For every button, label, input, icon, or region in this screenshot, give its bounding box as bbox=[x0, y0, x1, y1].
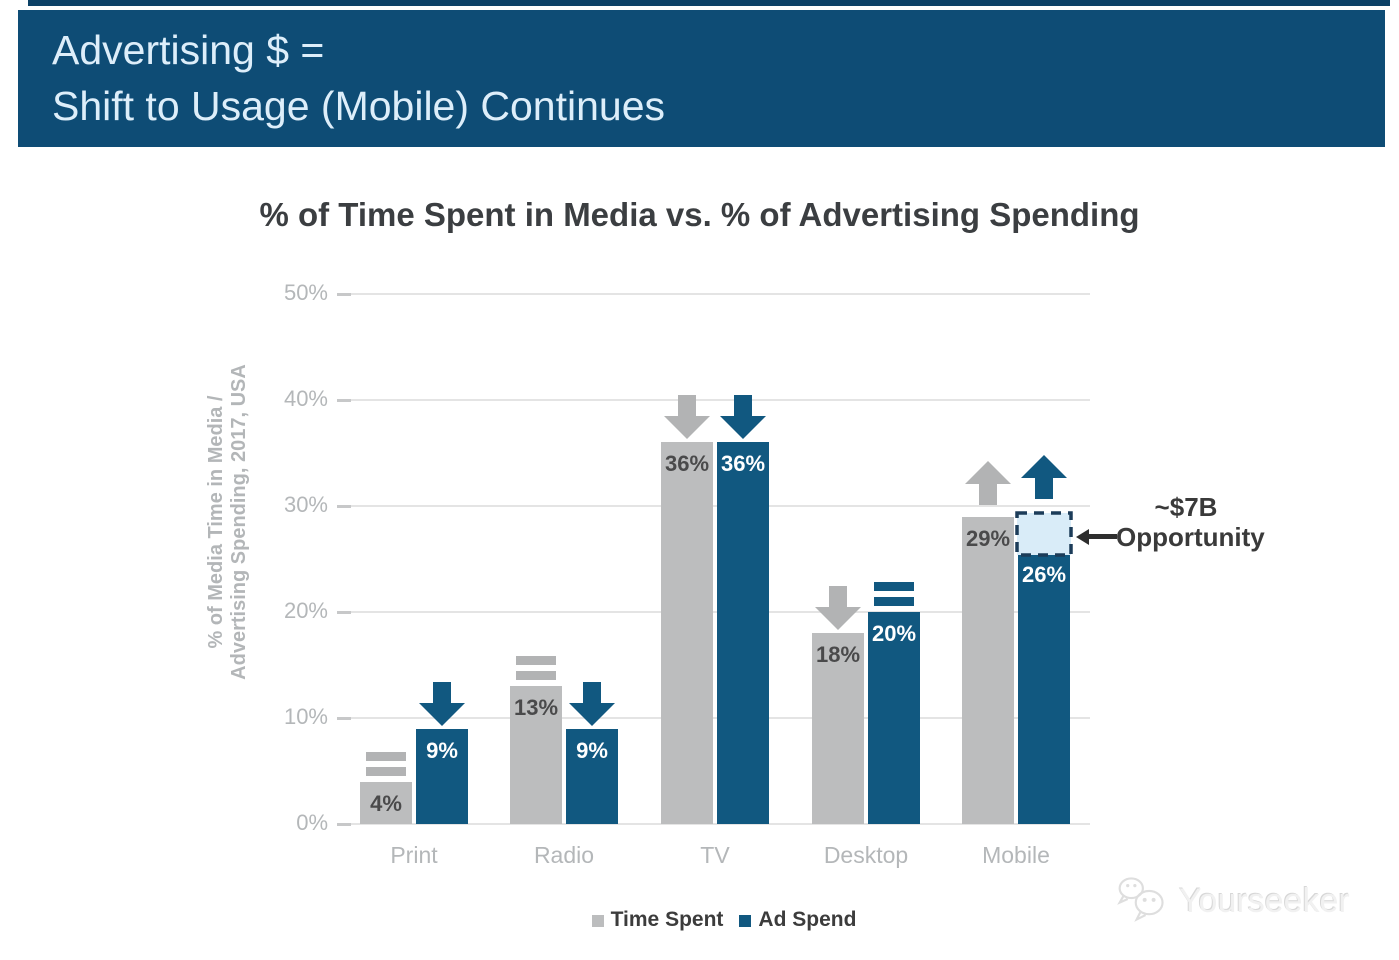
bar-print-ad-spend bbox=[416, 729, 468, 824]
tick-mark-0 bbox=[337, 823, 351, 826]
trend-down-icon-tv-time-spent bbox=[664, 395, 710, 439]
value-label-radio-ad-spend: 9% bbox=[576, 738, 608, 763]
annotation-arrow-shaft bbox=[1087, 534, 1117, 539]
x-label-print: Print bbox=[390, 842, 438, 868]
legend-item-ad-spend: Ad Spend bbox=[739, 908, 856, 932]
gridline-0 bbox=[337, 823, 1090, 825]
bar-tv-time-spent bbox=[661, 442, 713, 824]
tick-mark-20 bbox=[337, 611, 351, 614]
value-label-mobile-time-spent: 29% bbox=[965, 526, 1011, 551]
bar-radio-ad-spend bbox=[566, 729, 618, 824]
trend-down-icon-desktop-time-spent bbox=[815, 586, 861, 630]
legend-swatch-ad-spend bbox=[739, 915, 752, 927]
x-label-tv: TV bbox=[700, 842, 730, 868]
gridline-50 bbox=[337, 293, 1090, 295]
bar-mobile-ad-spend bbox=[1018, 548, 1070, 824]
watermark: Yourseeker bbox=[1113, 874, 1350, 929]
value-label-tv-ad-spend: 36% bbox=[720, 451, 766, 476]
value-label-radio-time-spent: 13% bbox=[513, 695, 559, 720]
y-tick-label-0: 0% bbox=[296, 810, 328, 835]
value-label-tv-time-spent: 36% bbox=[664, 451, 710, 476]
y-tick-label-50: 50% bbox=[283, 280, 328, 305]
legend-label-ad-spend: Ad Spend bbox=[758, 908, 857, 931]
legend-item-time-spent: Time Spent bbox=[591, 908, 724, 932]
watermark-text: Yourseeker bbox=[1179, 882, 1350, 920]
value-label-mobile-ad-spend: 26% bbox=[1021, 562, 1067, 587]
legend: Time Spent Ad Spend bbox=[349, 908, 1099, 932]
banner-line1: Advertising $ = bbox=[52, 27, 325, 73]
wechat-bubbles-icon bbox=[1113, 874, 1171, 929]
trend-up-icon-mobile-time-spent bbox=[965, 461, 1011, 505]
opportunity-annotation: ~$7B Opportunity bbox=[1116, 492, 1265, 552]
y-tick-label-10: 10% bbox=[283, 704, 328, 729]
tick-mark-40 bbox=[337, 399, 351, 402]
gridline-20 bbox=[337, 611, 1090, 613]
trend-up-icon-mobile-ad-spend bbox=[1021, 455, 1067, 499]
x-label-radio: Radio bbox=[533, 842, 595, 868]
value-label-desktop-ad-spend: 20% bbox=[871, 621, 917, 646]
y-tick-label-40: 40% bbox=[283, 386, 328, 411]
bar-mobile-time-spent bbox=[962, 517, 1014, 824]
value-label-print-time-spent: 4% bbox=[370, 791, 402, 816]
trend-down-icon-tv-ad-spend bbox=[720, 395, 766, 439]
opportunity-box bbox=[1015, 511, 1073, 559]
legend-label-time-spent: Time Spent bbox=[610, 908, 724, 931]
trend-equal-icon-print-time-spent bbox=[366, 752, 406, 776]
value-label-print-ad-spend: 9% bbox=[426, 738, 458, 763]
bar-radio-time-spent bbox=[510, 686, 562, 824]
bar-tv-ad-spend bbox=[717, 442, 769, 824]
trend-down-icon-print-ad-spend bbox=[419, 682, 465, 726]
x-label-desktop: Desktop bbox=[823, 842, 909, 868]
trend-down-icon-radio-ad-spend bbox=[569, 682, 615, 726]
trend-equal-icon-desktop-ad-spend bbox=[874, 582, 914, 606]
banner-line2: Shift to Usage (Mobile) Continues bbox=[52, 83, 666, 129]
bar-desktop-ad-spend bbox=[868, 612, 920, 824]
bar-desktop-time-spent bbox=[812, 633, 864, 824]
bar-print-time-spent bbox=[360, 782, 412, 824]
tick-mark-50 bbox=[337, 293, 351, 296]
y-tick-label-20: 20% bbox=[283, 598, 328, 623]
header-banner: Advertising $ = Shift to Usage (Mobile) … bbox=[18, 10, 1385, 147]
gridline-40 bbox=[337, 399, 1090, 401]
trend-equal-icon-radio-time-spent bbox=[516, 656, 556, 680]
gridline-30 bbox=[337, 505, 1090, 507]
tick-mark-30 bbox=[337, 505, 351, 508]
top-strip bbox=[28, 0, 1390, 6]
chart-title: % of Time Spent in Media vs. % of Advert… bbox=[259, 196, 1140, 233]
gridline-10 bbox=[337, 717, 1090, 719]
legend-swatch-time-spent bbox=[591, 915, 604, 927]
annotation-arrow-head bbox=[1076, 529, 1089, 545]
tick-mark-10 bbox=[337, 717, 351, 720]
x-label-mobile: Mobile bbox=[982, 842, 1050, 868]
opportunity-amount: ~$7B bbox=[1154, 492, 1218, 522]
opportunity-label: Opportunity bbox=[1116, 522, 1265, 552]
value-label-desktop-time-spent: 18% bbox=[815, 642, 861, 667]
y-tick-label-30: 30% bbox=[283, 492, 328, 517]
